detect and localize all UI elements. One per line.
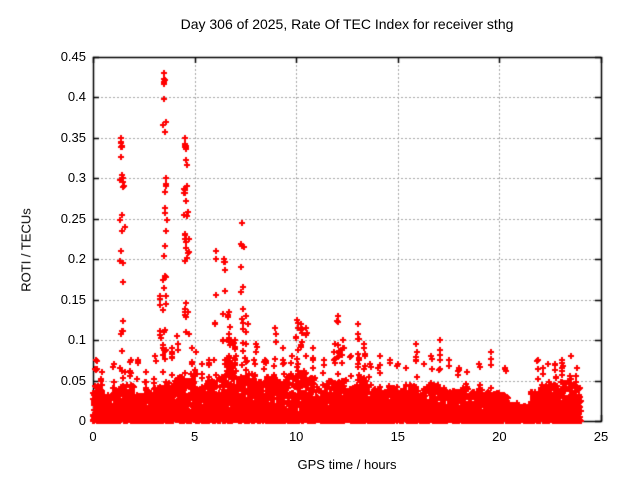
y-tick-label: 0 [78,413,86,428]
x-tick-label: 20 [492,429,507,444]
y-tick-label: 0.1 [67,332,86,348]
y-tick-label: 0.45 [60,49,86,64]
x-tick-label: 0 [89,429,97,444]
y-tick-label: 0.3 [67,170,86,186]
x-tick-label: 25 [593,429,609,444]
y-tick-label: 0.2 [67,251,86,267]
y-tick-label: 0.05 [60,372,86,388]
x-tick-label: 5 [190,429,199,444]
x-axis-label: GPS time / hours [297,457,397,472]
y-tick-label: 0.25 [60,210,86,226]
x-tick-label: 10 [288,429,304,444]
chart-title: Day 306 of 2025, Rate Of TEC Index for r… [180,16,514,32]
y-tick-label: 0.4 [67,89,86,105]
x-tick-label: 15 [390,429,406,444]
y-tick-label: 0.35 [60,129,86,145]
y-tick-label: 0.15 [60,291,86,307]
